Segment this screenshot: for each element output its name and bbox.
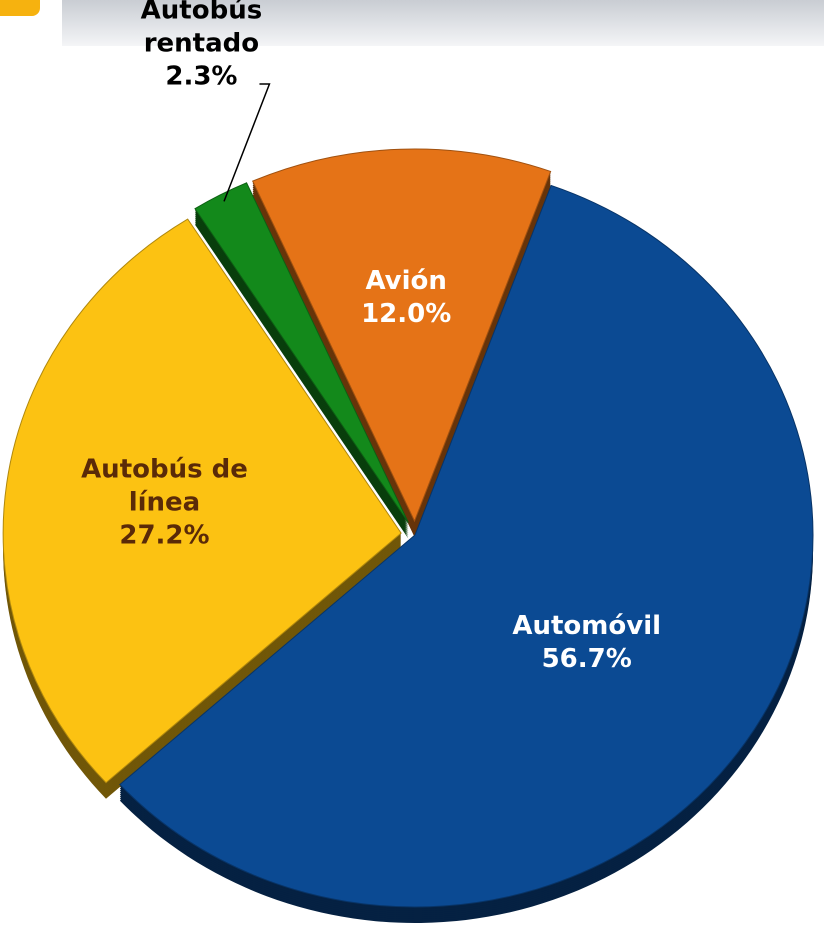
category-label: Autobús de línea [81, 454, 248, 518]
slice-label: Autobús rentado 2.3% [126, 0, 276, 94]
corner-tab [0, 0, 40, 16]
pie-slice [119, 184, 814, 908]
header-bar [62, 0, 824, 46]
value-label: 12.0% [361, 298, 452, 329]
category-label: Autobús rentado [140, 0, 263, 59]
pie-slice [194, 182, 409, 523]
pie-slice [252, 148, 552, 523]
pie-slice [2, 218, 402, 784]
slice-label: Avión 12.0% [306, 265, 506, 331]
category-label: Avión [365, 265, 447, 296]
category-label: Automóvil [512, 610, 662, 641]
slice-label: Autobús de línea 27.2% [64, 454, 264, 553]
slice-label: Automóvil 56.7% [487, 610, 687, 676]
value-label: 56.7% [541, 643, 632, 674]
leader-line [223, 83, 271, 202]
value-label: 27.2% [119, 520, 210, 551]
value-label: 2.3% [165, 61, 238, 92]
